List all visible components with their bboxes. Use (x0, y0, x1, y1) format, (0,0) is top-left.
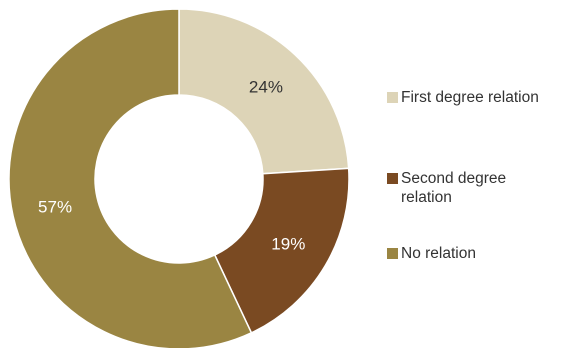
legend-item-no-relation: No relation (387, 244, 476, 263)
slice-first-degree (178, 8, 350, 175)
legend-item-first-degree: First degree relation (387, 88, 539, 107)
slice-label-second-degree: 19% (271, 235, 305, 254)
legend-swatch-second-degree (387, 173, 398, 184)
slice-no-relation (8, 8, 253, 348)
legend-label-second-degree: Second degree relation (401, 170, 507, 206)
slice-label-first-degree: 24% (249, 77, 283, 96)
legend-item-second-degree: Second degree relation (387, 169, 547, 207)
legend-label-first-degree: First degree relation (401, 89, 539, 106)
slice-label-no-relation: 57% (38, 198, 72, 217)
legend-swatch-no-relation (387, 248, 398, 259)
legend-swatch-first-degree (387, 92, 398, 103)
legend-label-no-relation: No relation (401, 245, 476, 262)
slice-second-degree (213, 167, 350, 334)
